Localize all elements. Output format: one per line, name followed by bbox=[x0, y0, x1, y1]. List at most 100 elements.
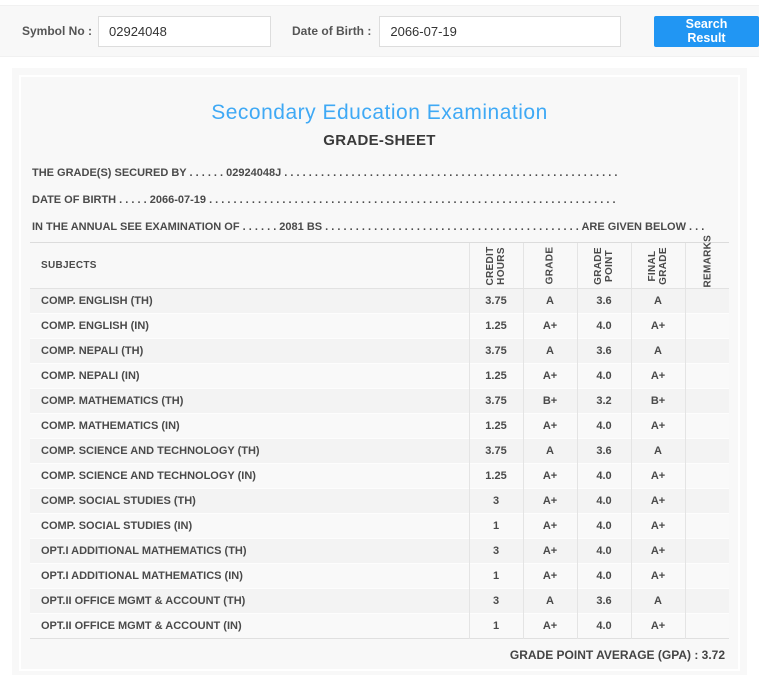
final-grade-cell: A+ bbox=[630, 413, 685, 439]
subject-cell: COMP. NEPALI (IN) bbox=[30, 363, 469, 389]
final-grade-cell: A+ bbox=[630, 563, 685, 589]
grade-cell: A+ bbox=[522, 613, 577, 639]
grade-cell: A+ bbox=[522, 413, 577, 439]
table-row: COMP. SCIENCE AND TECHNOLOGY (IN) 1.25 A… bbox=[30, 463, 729, 489]
subject-cell: COMP. ENGLISH (TH) bbox=[30, 288, 469, 314]
grade-point-cell: 4.0 bbox=[576, 538, 631, 564]
table-row: COMP. NEPALI (TH) 3.75 A 3.6 A bbox=[30, 338, 729, 364]
subject-cell: COMP. MATHEMATICS (TH) bbox=[30, 388, 469, 414]
table-row: COMP. NEPALI (IN) 1.25 A+ 4.0 A+ bbox=[30, 363, 729, 389]
credit-hours-cell: 3.75 bbox=[468, 288, 523, 314]
final-grade-cell: B+ bbox=[630, 388, 685, 414]
credit-hours-cell: 1 bbox=[468, 563, 523, 589]
final-grade-cell: A+ bbox=[630, 538, 685, 564]
remarks-cell bbox=[684, 488, 729, 514]
credit-hours-cell: 3 bbox=[468, 538, 523, 564]
credit-hours-cell: 1.25 bbox=[468, 463, 523, 489]
credit-hours-cell: 1.25 bbox=[468, 413, 523, 439]
credit-hours-cell: 1.25 bbox=[468, 313, 523, 339]
grade-cell: A+ bbox=[522, 563, 577, 589]
remarks-cell bbox=[684, 538, 729, 564]
exam-title: Secondary Education Examination bbox=[211, 101, 548, 124]
credit-hours-cell: 3.75 bbox=[468, 438, 523, 464]
remarks-cell bbox=[684, 588, 729, 614]
final-grade-cell: A+ bbox=[630, 363, 685, 389]
table-row: OPT.I ADDITIONAL MATHEMATICS (TH) 3 A+ 4… bbox=[30, 538, 729, 564]
info-lines: THE GRADE(S) SECURED BY . . . . . . 0292… bbox=[30, 160, 729, 241]
credit-hours-cell: 3 bbox=[468, 488, 523, 514]
grade-point-cell: 3.6 bbox=[576, 338, 631, 364]
grade-cell: A+ bbox=[522, 363, 577, 389]
grade-point-cell: 4.0 bbox=[576, 488, 631, 514]
table-row: COMP. MATHEMATICS (TH) 3.75 B+ 3.2 B+ bbox=[30, 388, 729, 414]
grades-table: SUBJECTS CREDIT HOURS GRADE GRADE POINT … bbox=[30, 234, 729, 639]
credit-hours-cell: 3.75 bbox=[468, 388, 523, 414]
gradesheet-subtitle: GRADE-SHEET bbox=[323, 132, 436, 149]
subject-cell: OPT.II OFFICE MGMT & ACCOUNT (IN) bbox=[30, 613, 469, 639]
col-header-grade-point: GRADE POINT bbox=[576, 242, 631, 289]
final-grade-cell: A+ bbox=[630, 613, 685, 639]
gradesheet-panel: Secondary Education Examination GRADE-SH… bbox=[12, 68, 747, 675]
col-header-credit-hours-label: CREDIT HOURS bbox=[485, 245, 507, 286]
grade-cell: A bbox=[522, 288, 577, 314]
subject-cell: OPT.I ADDITIONAL MATHEMATICS (TH) bbox=[30, 538, 469, 564]
grade-point-cell: 4.0 bbox=[576, 613, 631, 639]
grade-point-cell: 4.0 bbox=[576, 413, 631, 439]
grade-cell: A bbox=[522, 338, 577, 364]
table-row: OPT.I ADDITIONAL MATHEMATICS (IN) 1 A+ 4… bbox=[30, 563, 729, 589]
grade-point-cell: 3.2 bbox=[576, 388, 631, 414]
credit-hours-cell: 3 bbox=[468, 588, 523, 614]
col-header-final-grade: FINAL GRADE bbox=[630, 242, 685, 289]
remarks-cell bbox=[684, 388, 729, 414]
grade-point-cell: 3.6 bbox=[576, 588, 631, 614]
subject-cell: OPT.II OFFICE MGMT & ACCOUNT (TH) bbox=[30, 588, 469, 614]
table-row: OPT.II OFFICE MGMT & ACCOUNT (IN) 1 A+ 4… bbox=[30, 613, 729, 639]
grade-point-cell: 4.0 bbox=[576, 513, 631, 539]
gpa-summary: GRADE POINT AVERAGE (GPA) : 3.72 bbox=[509, 648, 725, 662]
col-header-credit-hours: CREDIT HOURS bbox=[468, 242, 523, 289]
grade-point-cell: 4.0 bbox=[576, 313, 631, 339]
symbol-no-label: Symbol No : bbox=[22, 24, 93, 38]
final-grade-cell: A bbox=[630, 438, 685, 464]
table-row: COMP. ENGLISH (TH) 3.75 A 3.6 A bbox=[30, 288, 729, 314]
remarks-cell bbox=[684, 463, 729, 489]
final-grade-cell: A bbox=[630, 338, 685, 364]
col-header-final-grade-label: FINAL GRADE bbox=[647, 246, 669, 285]
remarks-cell bbox=[684, 513, 729, 539]
remarks-cell bbox=[684, 413, 729, 439]
subject-cell: COMP. MATHEMATICS (IN) bbox=[30, 413, 469, 439]
grade-point-cell: 4.0 bbox=[576, 363, 631, 389]
credit-hours-cell: 3.75 bbox=[468, 338, 523, 364]
table-row: COMP. SOCIAL STUDIES (IN) 1 A+ 4.0 A+ bbox=[30, 513, 729, 539]
remarks-cell bbox=[684, 438, 729, 464]
grade-cell: A+ bbox=[522, 513, 577, 539]
table-row: OPT.II OFFICE MGMT & ACCOUNT (TH) 3 A 3.… bbox=[30, 588, 729, 614]
col-header-remarks: REMARKS bbox=[684, 234, 729, 289]
final-grade-cell: A bbox=[630, 588, 685, 614]
subject-cell: COMP. SCIENCE AND TECHNOLOGY (TH) bbox=[30, 438, 469, 464]
subject-cell: COMP. SOCIAL STUDIES (IN) bbox=[30, 513, 469, 539]
grade-cell: A+ bbox=[522, 463, 577, 489]
grade-cell: A bbox=[522, 438, 577, 464]
remarks-cell bbox=[684, 338, 729, 364]
col-header-grade-label: GRADE bbox=[544, 246, 556, 285]
remarks-cell bbox=[684, 363, 729, 389]
grade-point-cell: 3.6 bbox=[576, 288, 631, 314]
gradesheet-border: Secondary Education Examination GRADE-SH… bbox=[19, 75, 740, 671]
symbol-no-input[interactable] bbox=[98, 15, 272, 47]
final-grade-cell: A+ bbox=[630, 313, 685, 339]
grade-cell: A+ bbox=[522, 538, 577, 564]
col-header-remarks-label: REMARKS bbox=[702, 234, 713, 288]
col-header-grade: GRADE bbox=[522, 242, 577, 289]
final-grade-cell: A bbox=[630, 288, 685, 314]
search-bar: Symbol No : Date of Birth : Search Resul… bbox=[0, 5, 759, 57]
subject-cell: COMP. NEPALI (TH) bbox=[30, 338, 469, 364]
dob-input[interactable] bbox=[379, 15, 621, 47]
table-header-row: SUBJECTS CREDIT HOURS GRADE GRADE POINT … bbox=[30, 234, 729, 289]
credit-hours-cell: 1.25 bbox=[468, 363, 523, 389]
final-grade-cell: A+ bbox=[630, 513, 685, 539]
subject-cell: COMP. ENGLISH (IN) bbox=[30, 313, 469, 339]
grade-cell: A bbox=[522, 588, 577, 614]
info-line-dob: DATE OF BIRTH . . . . . 2066-07-19 . . .… bbox=[32, 194, 616, 206]
search-result-button[interactable]: Search Result bbox=[653, 15, 759, 47]
